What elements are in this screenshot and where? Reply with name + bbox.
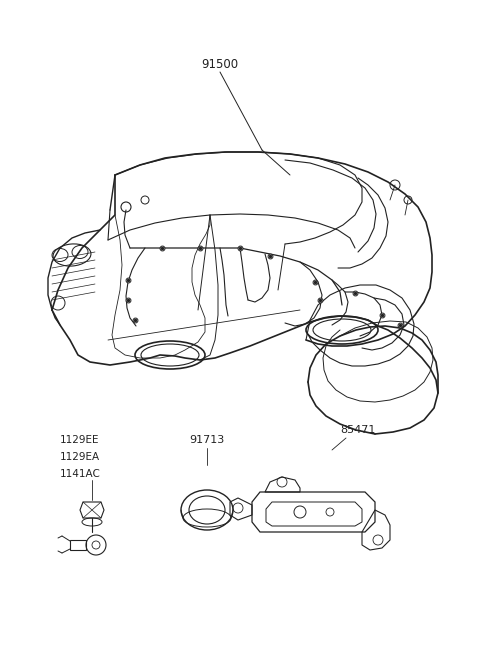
Text: 91713: 91713 <box>190 435 225 445</box>
Text: 1129EE: 1129EE <box>60 435 99 445</box>
Text: 1129EA: 1129EA <box>60 452 100 462</box>
Text: 85471: 85471 <box>340 425 376 435</box>
Text: 91500: 91500 <box>202 58 239 71</box>
Text: 1141AC: 1141AC <box>60 469 101 479</box>
Bar <box>70 540 86 550</box>
